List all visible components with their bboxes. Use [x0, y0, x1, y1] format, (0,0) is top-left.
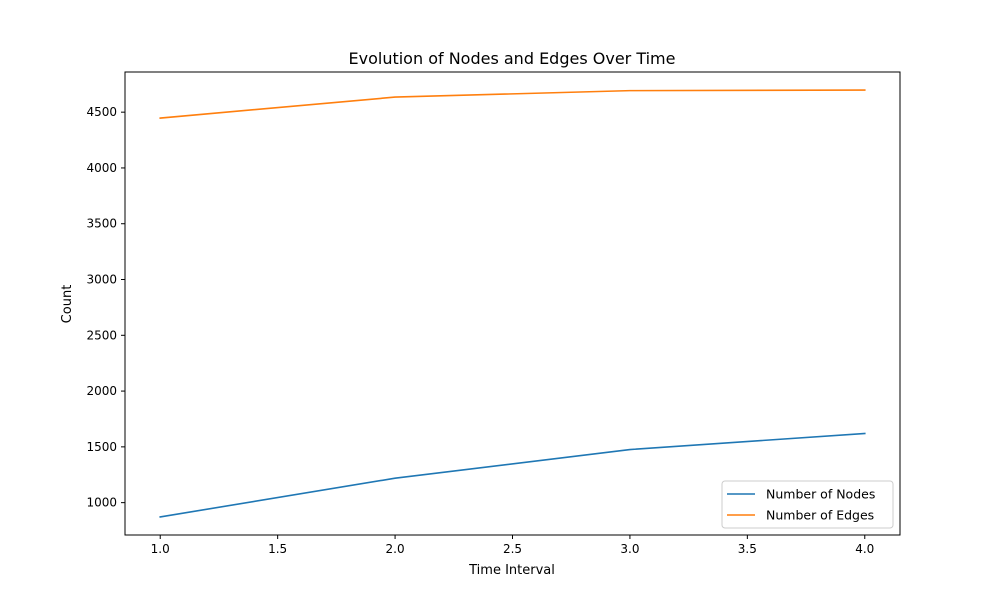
x-tick-label: 1.0 [151, 542, 170, 556]
x-tick-label: 1.5 [268, 542, 287, 556]
legend-box [721, 480, 894, 529]
series-line-number-of-nodes [159, 432, 866, 518]
x-tick-label: 2.5 [503, 542, 522, 556]
y-tick-label: 4000 [86, 161, 117, 175]
plot-area [124, 71, 901, 536]
y-tick-label: 1500 [86, 440, 117, 454]
y-tick-label: 3500 [86, 217, 117, 231]
x-axis: 1.0 1.5 2.0 2.5 3.0 3.5 4.0 [151, 535, 874, 556]
legend-label-number-of-nodes: Number of Nodes [766, 487, 875, 502]
y-tick-label: 2500 [86, 328, 117, 342]
legend: Number of Nodes Number of Edges [721, 480, 894, 529]
y-tick-label: 4500 [86, 105, 117, 119]
x-tick-label: 3.0 [620, 542, 639, 556]
chart-title: Evolution of Nodes and Edges Over Time [349, 49, 676, 68]
series-line-number-of-edges [159, 89, 866, 119]
x-tick-label: 3.5 [738, 542, 757, 556]
legend-label-number-of-edges: Number of Edges [766, 508, 874, 523]
series-lines [159, 89, 866, 518]
y-axis: 1000 1500 2000 2500 3000 3500 4000 4500 [86, 105, 125, 510]
x-axis-label: Time Interval [468, 563, 555, 578]
y-tick-label: 1000 [86, 496, 117, 510]
y-axis-label: Count [60, 285, 75, 324]
x-tick-label: 4.0 [855, 542, 874, 556]
y-tick-label: 3000 [86, 273, 117, 287]
y-tick-label: 2000 [86, 384, 117, 398]
x-tick-label: 2.0 [386, 542, 405, 556]
